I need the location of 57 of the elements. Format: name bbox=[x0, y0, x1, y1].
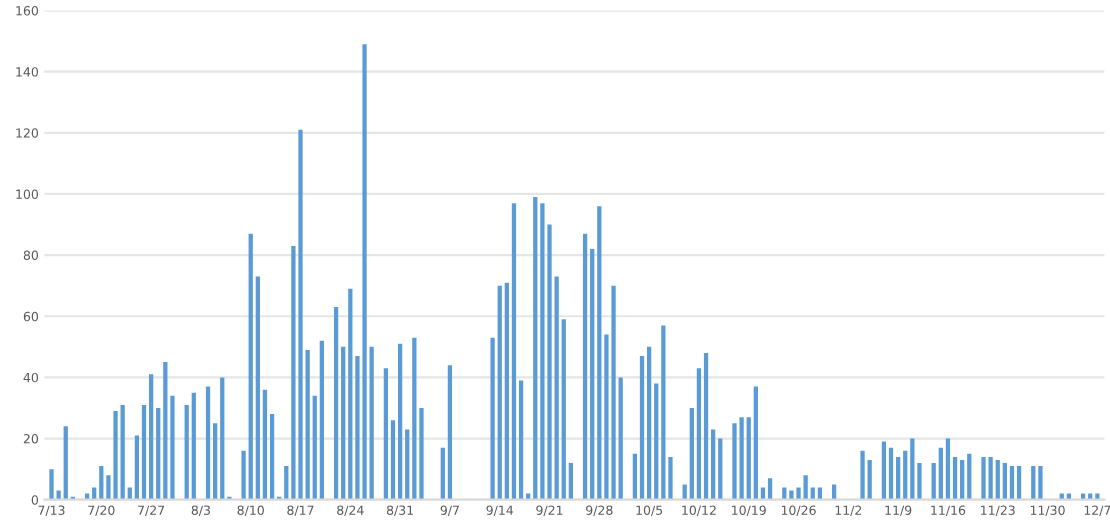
bar bbox=[248, 233, 253, 500]
bar bbox=[611, 285, 616, 500]
bar bbox=[540, 203, 545, 500]
bar bbox=[113, 411, 118, 500]
bar bbox=[412, 337, 417, 500]
bar bbox=[533, 197, 538, 500]
bar bbox=[597, 206, 602, 500]
bar bbox=[867, 459, 872, 500]
bar bbox=[148, 374, 154, 500]
bar bbox=[1016, 466, 1022, 500]
bar bbox=[497, 285, 502, 500]
bar bbox=[163, 362, 168, 500]
bar bbox=[63, 426, 68, 500]
bar bbox=[447, 365, 453, 500]
bar bbox=[888, 447, 894, 500]
bar bbox=[938, 447, 943, 500]
bar bbox=[661, 325, 666, 500]
bar bbox=[205, 386, 211, 500]
bar bbox=[896, 456, 901, 500]
bar bbox=[298, 129, 303, 500]
bar bbox=[789, 490, 794, 500]
bar bbox=[960, 459, 965, 500]
bar bbox=[1038, 466, 1043, 500]
bar bbox=[995, 459, 1000, 500]
bar bbox=[348, 288, 353, 500]
bar bbox=[511, 203, 517, 500]
bar bbox=[910, 438, 915, 500]
bar bbox=[831, 484, 837, 500]
bar bbox=[383, 368, 389, 500]
bar bbox=[803, 475, 808, 500]
bar bbox=[967, 453, 972, 500]
bar bbox=[817, 487, 823, 500]
bar bbox=[1002, 463, 1007, 500]
bar bbox=[49, 469, 54, 500]
bar bbox=[99, 466, 104, 500]
bar bbox=[753, 386, 758, 500]
bar bbox=[362, 44, 367, 500]
bar bbox=[191, 392, 196, 500]
bar bbox=[319, 340, 324, 500]
bar bbox=[703, 352, 709, 500]
bar bbox=[646, 346, 652, 500]
bar bbox=[860, 450, 865, 500]
bar bbox=[1031, 466, 1036, 500]
bar bbox=[881, 441, 887, 500]
bar bbox=[1009, 466, 1015, 500]
bar bbox=[988, 456, 993, 500]
bar bbox=[739, 417, 744, 500]
bar bbox=[333, 307, 339, 500]
bar bbox=[582, 233, 588, 500]
bar bbox=[981, 456, 986, 500]
bar bbox=[782, 487, 787, 500]
bar bbox=[767, 478, 773, 500]
bar bbox=[220, 377, 225, 500]
bar bbox=[120, 404, 125, 500]
bar bbox=[732, 423, 737, 500]
bar bbox=[945, 438, 951, 500]
bar bbox=[397, 343, 403, 500]
